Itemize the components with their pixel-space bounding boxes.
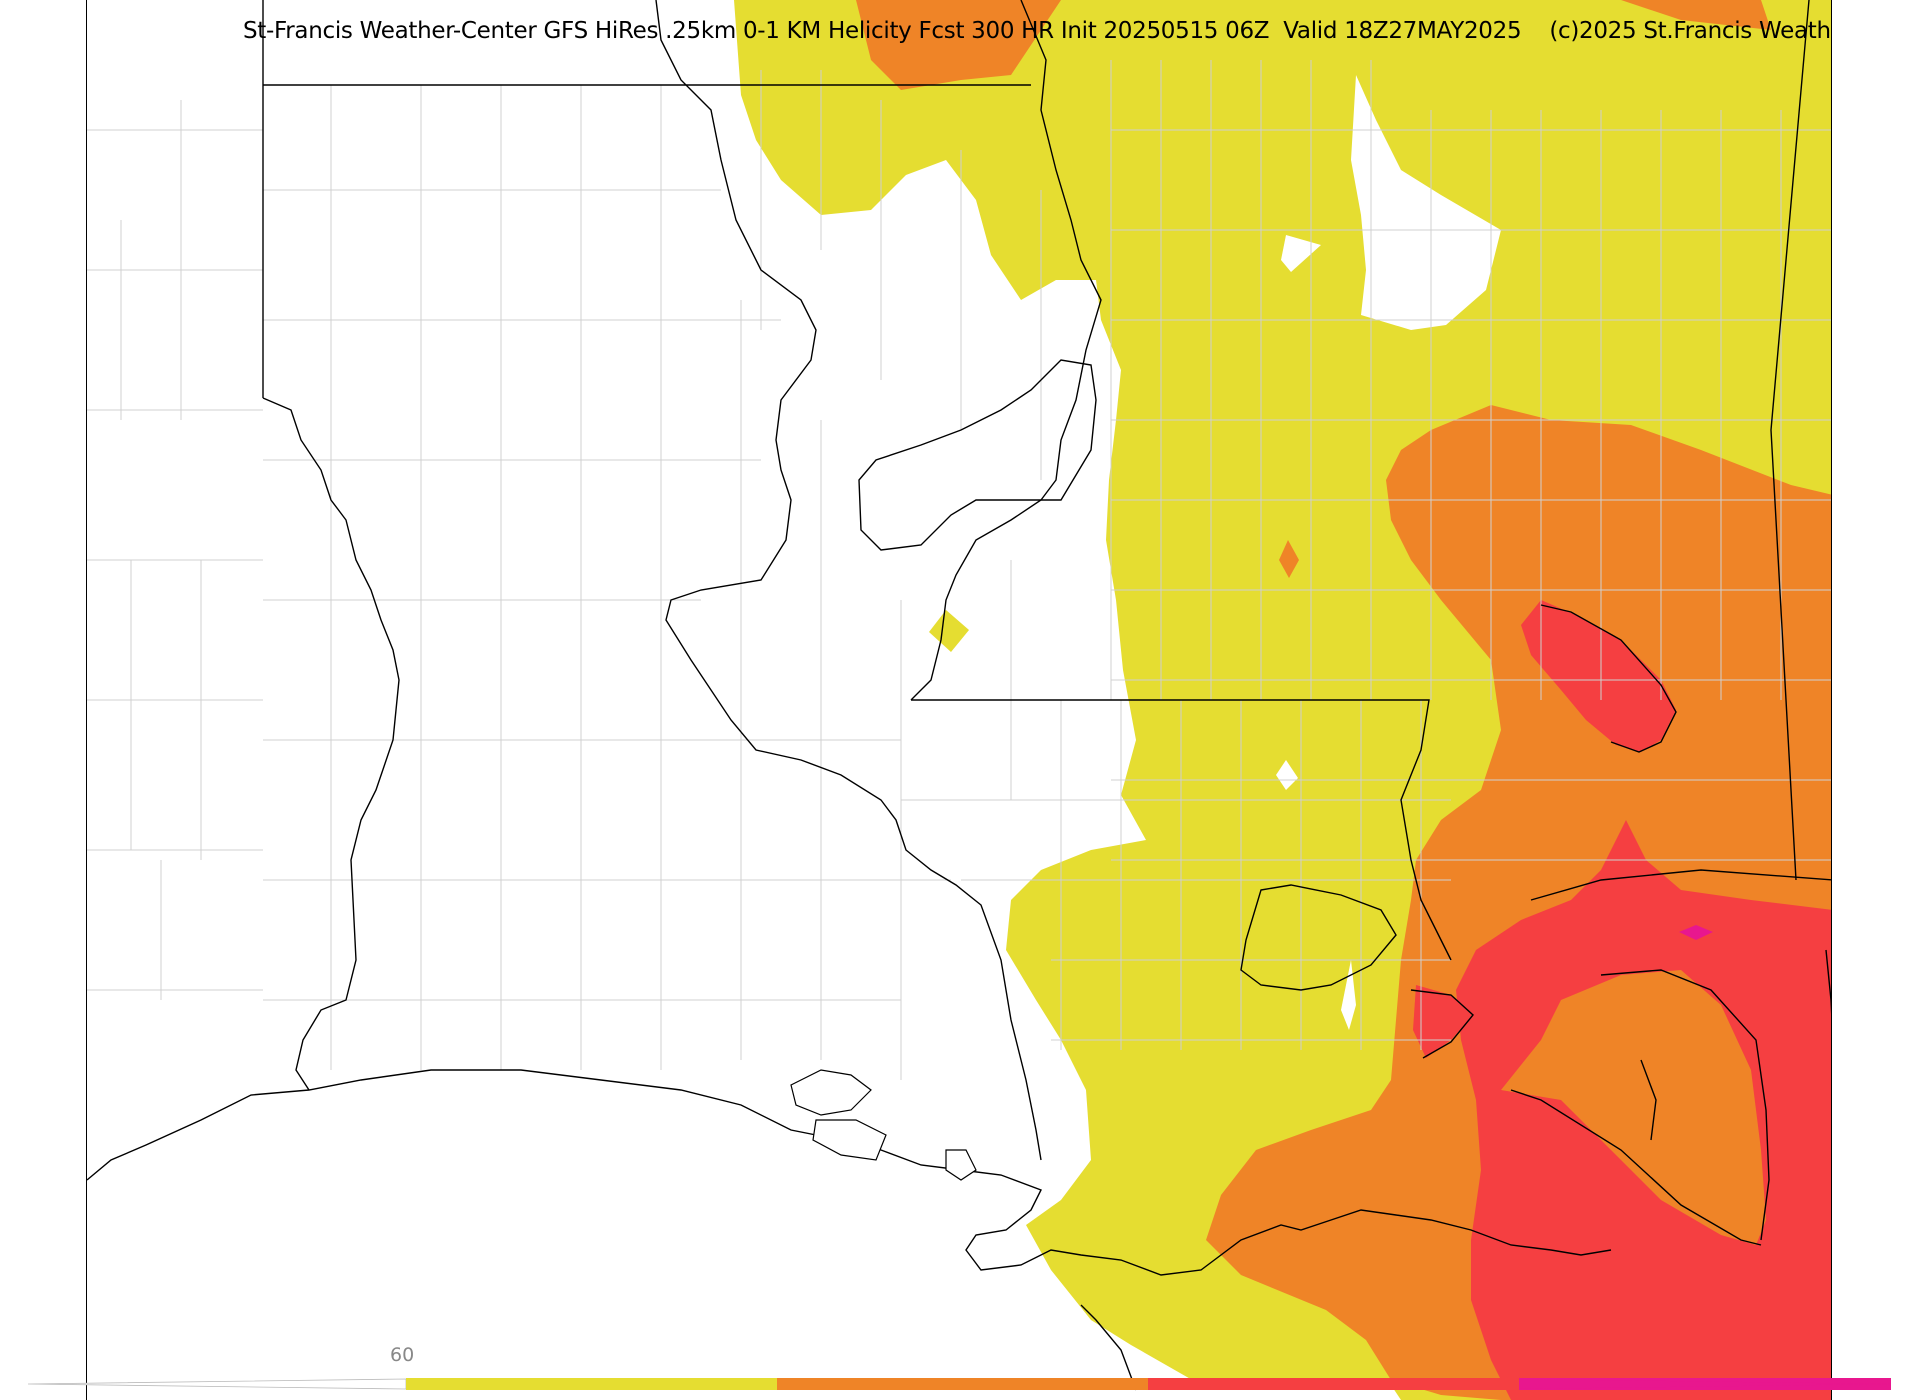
helicity-region-orange-topright bbox=[1621, 0, 1771, 30]
helicity-hole-small-2 bbox=[1276, 760, 1298, 790]
helicity-map bbox=[87, 0, 1831, 1400]
colorbar-left-triangle bbox=[27, 1378, 407, 1390]
colorbar-right-triangle bbox=[1519, 1379, 1891, 1389]
helicity-hole-upper bbox=[1351, 75, 1501, 330]
helicity-speck-magenta bbox=[1679, 925, 1713, 940]
colorbar-tick-label: 60 bbox=[390, 1344, 415, 1366]
helicity-region-red-north bbox=[1521, 600, 1676, 752]
helicity-hole-small-3 bbox=[1341, 960, 1356, 1030]
colorbar bbox=[27, 1378, 1891, 1390]
colorbar-bin-1 bbox=[406, 1378, 777, 1390]
chart-title: St-Francis Weather-Center GFS HiRes .25k… bbox=[243, 18, 1832, 44]
state-boundaries bbox=[87, 0, 1831, 1391]
coastal-islands bbox=[790, 1069, 977, 1181]
colorbar-bin-2 bbox=[777, 1378, 1148, 1390]
colorbar-bin-3 bbox=[1148, 1378, 1519, 1390]
helicity-speck-yellow bbox=[929, 610, 969, 652]
helicity-speck-orange bbox=[1279, 540, 1299, 578]
helicity-region-orange-top bbox=[856, 0, 1061, 90]
map-panel: St-Francis Weather-Center GFS HiRes .25k… bbox=[86, 0, 1832, 1400]
helicity-region-orange-lobe bbox=[1501, 970, 1766, 1245]
